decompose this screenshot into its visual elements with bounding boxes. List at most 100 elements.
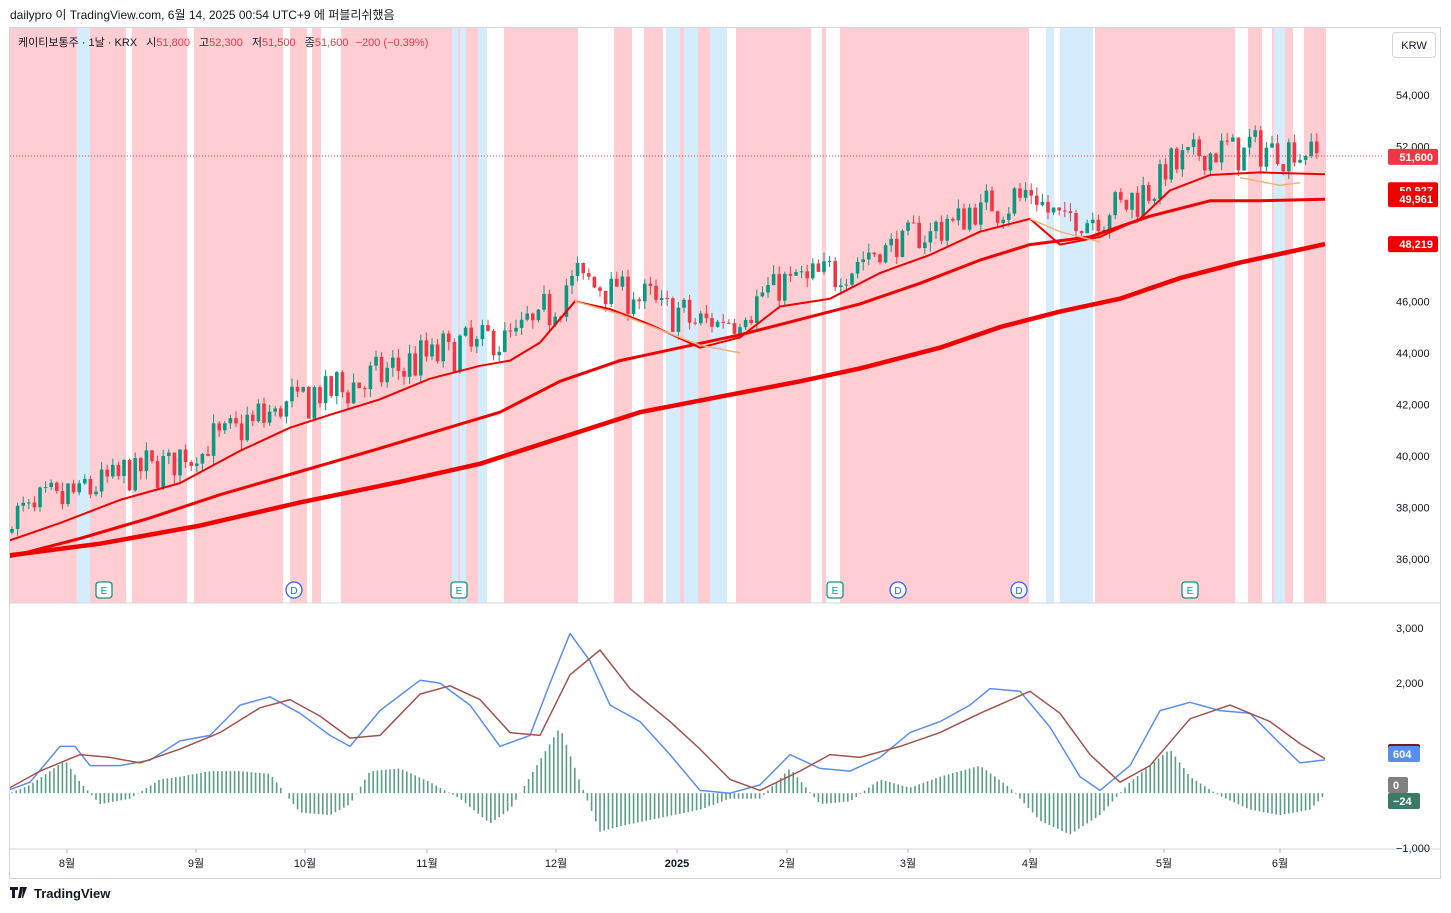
candle[interactable] (598, 287, 602, 291)
candle[interactable] (654, 285, 658, 300)
candle[interactable] (486, 325, 490, 331)
candle[interactable] (357, 382, 361, 389)
candle[interactable] (749, 319, 753, 323)
candle[interactable] (1208, 153, 1213, 171)
candle[interactable] (805, 271, 809, 279)
candle[interactable] (508, 330, 513, 332)
candle[interactable] (262, 403, 266, 423)
candle[interactable] (1040, 201, 1045, 205)
candle[interactable] (1231, 137, 1235, 142)
candle[interactable] (340, 372, 345, 393)
candle[interactable] (475, 339, 479, 347)
candle[interactable] (1236, 137, 1241, 171)
candle[interactable] (878, 254, 882, 263)
candle[interactable] (441, 333, 445, 362)
candle[interactable] (234, 418, 238, 424)
candle[interactable] (1270, 143, 1274, 148)
candle[interactable] (1096, 219, 1101, 231)
candle[interactable] (1035, 195, 1039, 205)
candle[interactable] (995, 211, 1000, 223)
candle[interactable] (984, 190, 989, 203)
candle[interactable] (1259, 130, 1263, 167)
candle[interactable] (480, 325, 485, 340)
candle[interactable] (715, 321, 720, 327)
tradingview-logo[interactable]: TradingView (10, 886, 110, 901)
candle[interactable] (424, 340, 429, 357)
candle[interactable] (88, 478, 93, 495)
candle[interactable] (161, 456, 165, 488)
candle[interactable] (1046, 201, 1050, 213)
candle[interactable] (727, 322, 731, 324)
candle[interactable] (307, 387, 311, 419)
candle[interactable] (323, 376, 328, 404)
candle[interactable] (363, 388, 367, 390)
candle[interactable] (122, 460, 126, 476)
candle[interactable] (620, 276, 625, 287)
candle[interactable] (1079, 231, 1084, 234)
candle[interactable] (1051, 207, 1056, 213)
candle[interactable] (1091, 219, 1095, 224)
candle[interactable] (144, 450, 149, 472)
candle[interactable] (396, 357, 401, 371)
candle[interactable] (116, 464, 121, 477)
candle[interactable] (519, 319, 524, 328)
candle[interactable] (223, 423, 227, 431)
candle[interactable] (1102, 229, 1106, 231)
candle[interactable] (206, 454, 210, 456)
candle[interactable] (217, 423, 221, 431)
dividend-marker[interactable]: D (285, 581, 303, 599)
candle[interactable] (699, 313, 703, 324)
candle[interactable] (139, 458, 143, 472)
candle[interactable] (1057, 207, 1061, 211)
candle[interactable] (760, 292, 765, 297)
candle[interactable] (256, 403, 261, 422)
candle[interactable] (374, 356, 378, 366)
candle[interactable] (1197, 139, 1201, 157)
candle[interactable] (626, 276, 630, 314)
candle[interactable] (794, 272, 798, 276)
candle[interactable] (592, 276, 597, 288)
candle[interactable] (570, 275, 574, 286)
candle[interactable] (295, 386, 300, 392)
candle[interactable] (301, 387, 305, 392)
candle[interactable] (643, 283, 647, 302)
candle[interactable] (1068, 211, 1073, 213)
candle[interactable] (587, 273, 591, 277)
candle[interactable] (1158, 164, 1162, 199)
candle[interactable] (962, 208, 966, 230)
candle[interactable] (497, 351, 501, 356)
candle[interactable] (94, 491, 98, 495)
candle[interactable] (1169, 148, 1173, 180)
candle[interactable] (575, 263, 580, 276)
candle[interactable] (379, 356, 384, 383)
candle[interactable] (413, 353, 417, 376)
candle[interactable] (766, 285, 770, 293)
candle[interactable] (967, 207, 972, 230)
candle[interactable] (1275, 143, 1280, 165)
candle[interactable] (1219, 140, 1224, 163)
candle[interactable] (1152, 198, 1157, 201)
candle[interactable] (172, 452, 177, 476)
candle[interactable] (1298, 159, 1302, 163)
candle[interactable] (1225, 140, 1229, 142)
candle[interactable] (329, 376, 333, 396)
candle[interactable] (419, 340, 423, 376)
candle[interactable] (189, 462, 193, 466)
candle[interactable] (743, 319, 748, 328)
candle[interactable] (1147, 185, 1151, 201)
candle[interactable] (1029, 190, 1033, 196)
candle[interactable] (811, 263, 815, 279)
candle[interactable] (1214, 153, 1218, 163)
candle[interactable] (66, 483, 70, 505)
candle[interactable] (911, 222, 916, 224)
candle[interactable] (402, 370, 406, 377)
candle[interactable] (1119, 192, 1123, 200)
candle[interactable] (1303, 156, 1308, 160)
candle[interactable] (816, 263, 821, 272)
candle[interactable] (38, 487, 42, 508)
candle[interactable] (21, 502, 25, 506)
candle[interactable] (284, 401, 289, 417)
candle[interactable] (463, 327, 468, 336)
candle[interactable] (648, 283, 653, 286)
candle[interactable] (491, 330, 496, 356)
